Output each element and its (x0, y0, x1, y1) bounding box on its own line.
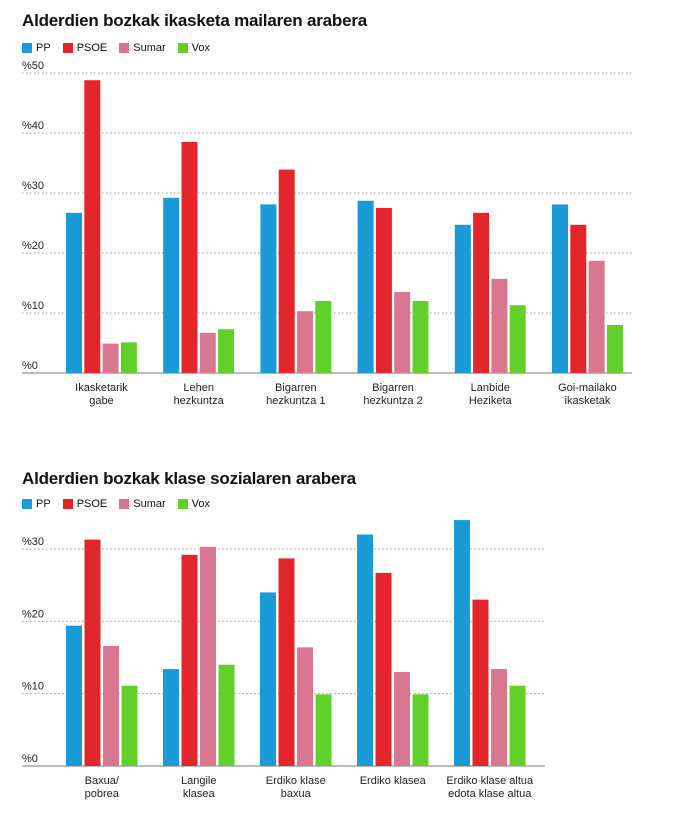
bar-psoe-1 (181, 142, 198, 373)
bar-pp-5 (552, 204, 568, 373)
category-label: Lanbide Heziketa (469, 382, 513, 407)
y-tick-label: %40 (22, 120, 44, 132)
y-tick-label: %30 (22, 180, 44, 192)
legend-item-vox: Vox (177, 42, 211, 54)
category-label: Lehen hezkuntza (174, 382, 225, 407)
y-tick-label: %10 (22, 681, 44, 693)
bar-pp-3 (357, 534, 373, 766)
bar-pp-4 (454, 520, 470, 766)
chart-education: %0 %10 %20 %30 %40 %50 Ikasketarik gabe Lehen hez… (22, 11, 632, 407)
legend-label-vox: Vox (191, 498, 211, 510)
category-label: Erdiko klase baxua (266, 775, 326, 800)
bar-pp-1 (163, 197, 180, 373)
legend-swatch-vox (177, 43, 188, 53)
chart-social-class-plot: %0 %10 %20 %30 Baxua/pobrea Langile klasea Erdi… (22, 520, 545, 800)
bar-sumar-0 (102, 343, 119, 373)
legend-swatch-vox (177, 499, 188, 509)
legend-swatch-sumar (119, 43, 130, 53)
category-label: Ikasketarik gabe (75, 382, 128, 407)
bar-vox-2 (315, 694, 332, 766)
legend-item-pp: PP (22, 42, 51, 54)
chart-title: Alderdien bozkak ikasketa mailaren arabe… (22, 11, 367, 30)
bar-vox-0 (120, 342, 137, 373)
legend-item-sumar: Sumar (119, 42, 166, 54)
legend-item-psoe: PSOE (62, 498, 108, 510)
bar-sumar-5 (588, 260, 605, 373)
bar-sumar-4 (491, 278, 508, 373)
bar-sumar-3 (394, 292, 411, 373)
legend: PP PSOE Sumar Vox (22, 498, 210, 510)
y-tick-label: %30 (22, 536, 44, 548)
bar-vox-1 (218, 329, 235, 373)
bar-vox-4 (509, 685, 526, 766)
y-tick-label: %20 (22, 240, 44, 252)
bar-sumar-1 (199, 332, 216, 373)
bar-pp-4 (454, 224, 471, 373)
category-label: Goi-mailako ikasketak (558, 382, 617, 407)
category-label: Langile klasea (181, 775, 216, 800)
bar-vox-1 (218, 664, 235, 766)
bar-psoe-5 (570, 224, 587, 373)
bar-psoe-1 (181, 554, 198, 766)
y-tick-label: %0 (22, 360, 38, 372)
bar-vox-2 (315, 301, 332, 373)
bar-vox-0 (121, 685, 138, 766)
bar-psoe-4 (473, 212, 490, 373)
category-label: Bigarren hezkuntza 2 (363, 382, 422, 407)
legend-swatch-psoe (62, 43, 73, 53)
bar-pp-0 (66, 212, 82, 373)
category-label: Bigarren hezkuntza 1 (266, 382, 325, 407)
bar-pp-1 (163, 669, 179, 766)
category-label: Erdiko klase altua edota klase altua (446, 775, 534, 800)
legend-label-vox: Vox (191, 42, 211, 54)
bar-pp-2 (260, 204, 277, 373)
legend-item-vox: Vox (177, 498, 211, 510)
chart-education-plot: %0 %10 %20 %30 %40 %50 Ikasketarik gabe Lehen hez… (22, 60, 632, 407)
y-tick-label: %50 (22, 60, 44, 72)
chart-title: Alderdien bozkak klase sozialaren araber… (22, 469, 356, 488)
legend-item-sumar: Sumar (119, 498, 166, 510)
legend-label-sumar: Sumar (133, 42, 166, 54)
bar-psoe-0 (84, 80, 101, 373)
bar-psoe-2 (278, 169, 295, 373)
y-tick-label: %0 (22, 753, 38, 765)
bar-vox-5 (606, 325, 623, 373)
legend-item-pp: PP (22, 498, 51, 510)
bar-psoe-3 (375, 208, 392, 373)
legend-label-sumar: Sumar (133, 498, 166, 510)
bar-pp-3 (357, 200, 374, 373)
category-label: Erdiko klasea (360, 775, 427, 787)
bar-sumar-4 (491, 669, 507, 766)
legend-swatch-sumar (119, 499, 130, 509)
legend-label-pp: PP (36, 42, 51, 54)
legend-label-pp: PP (36, 498, 51, 510)
y-tick-label: %10 (22, 300, 44, 312)
legend-label-psoe: PSOE (76, 42, 108, 54)
bar-psoe-0 (84, 539, 101, 766)
legend-label-psoe: PSOE (76, 498, 108, 510)
bar-vox-4 (509, 305, 526, 373)
bar-sumar-2 (297, 311, 313, 373)
legend-swatch-pp (22, 43, 32, 53)
bar-sumar-1 (200, 546, 216, 766)
category-label: Baxua/pobrea (85, 775, 120, 800)
bar-pp-0 (66, 625, 82, 766)
legend-swatch-psoe (62, 499, 73, 509)
legend: PP PSOE Sumar Vox (22, 42, 210, 54)
bar-sumar-3 (394, 671, 410, 766)
bar-vox-3 (412, 301, 429, 373)
bar-psoe-3 (375, 572, 392, 766)
bar-psoe-4 (472, 599, 489, 766)
chart-social-class: %0 %10 %20 %30 Baxua/pobrea Langile klasea Erdi… (0, 460, 678, 825)
bar-sumar-0 (103, 645, 119, 766)
bar-pp-2 (260, 592, 276, 766)
bar-sumar-2 (297, 647, 313, 766)
y-tick-label: %20 (22, 608, 44, 620)
bar-psoe-2 (278, 558, 295, 766)
bar-vox-3 (412, 694, 429, 766)
legend-item-psoe: PSOE (62, 42, 108, 54)
legend-swatch-pp (22, 499, 32, 509)
